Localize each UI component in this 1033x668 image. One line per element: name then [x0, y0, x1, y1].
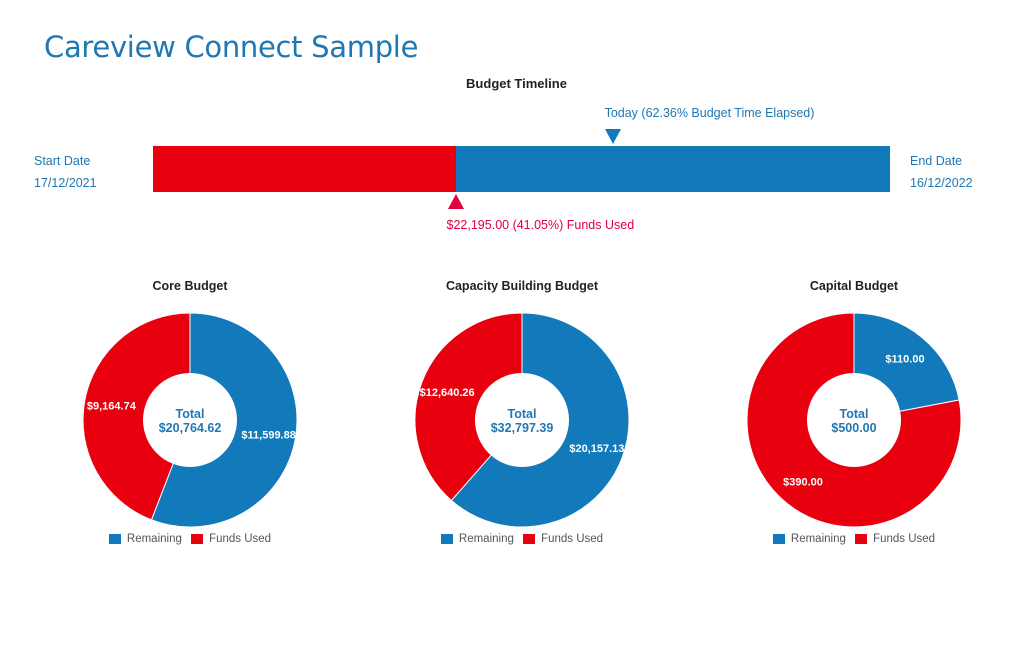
end-date-label: End Date: [910, 154, 963, 168]
donut-hole: [475, 373, 569, 467]
data-label-funds-used: $390.00: [783, 477, 823, 489]
legend-item-remaining[interactable]: Remaining: [440, 533, 514, 545]
donut-hole: [807, 373, 901, 467]
data-label-funds-used: $9,164.74: [87, 400, 137, 412]
chart-legend: Remaining Funds Used: [40, 533, 340, 547]
legend-remaining-label: Remaining: [790, 533, 846, 545]
funds-used-marker-icon: [447, 194, 464, 209]
end-date-value: 16/12/2022: [910, 176, 973, 190]
legend-used-label: Funds Used: [873, 533, 936, 545]
data-label-remaining: $20,157.13: [569, 443, 624, 455]
center-total-value: $32,797.39: [491, 421, 554, 435]
legend-item-remaining[interactable]: Remaining: [108, 533, 182, 545]
start-date-label: Start Date: [34, 154, 91, 168]
legend-used-label: Funds Used: [541, 533, 604, 545]
capital-budget-donut: $110.00 $390.00 Total$500.00: [746, 312, 962, 528]
chart-legend: Remaining Funds Used: [372, 533, 672, 547]
funds-used-label: $22,195.00 (41.05%) Funds Used: [446, 218, 635, 232]
capital-budget-chart: Capital Budget $110.00 $390.00 Total $500.0…: [704, 270, 1004, 560]
chart-legend: Remaining Funds Used: [704, 533, 1004, 547]
remaining-swatch-icon: [772, 534, 785, 544]
core-budget-donut: $11,599.88 $9,164.74 Total$20,764.62: [82, 312, 298, 528]
center-total-label: Total: [176, 407, 205, 421]
data-label-remaining: $110.00: [885, 353, 924, 365]
timeline-bar-remaining: [455, 146, 890, 192]
legend-item-funds-used[interactable]: Funds Used: [523, 533, 603, 545]
chart-title: Capacity Building Budget: [445, 279, 599, 293]
legend-item-remaining[interactable]: Remaining: [772, 533, 846, 545]
core-budget-chart: Core Budget $11,599.88 $9,164.74 Total $20,…: [40, 270, 340, 560]
funds-used-swatch-icon: [855, 534, 868, 544]
center-total-label: Total: [508, 407, 537, 421]
chart-title: Core Budget: [152, 279, 228, 293]
center-total-value: $20,764.62: [159, 421, 222, 435]
funds-used-swatch-icon: [191, 534, 204, 544]
center-total-value: $500.00: [831, 421, 876, 435]
start-date-value: 17/12/2021: [34, 176, 97, 190]
legend-item-funds-used[interactable]: Funds Used: [191, 533, 271, 545]
today-marker-icon: [604, 129, 621, 144]
legend-remaining-label: Remaining: [458, 533, 514, 545]
chart-title: Capital Budget: [809, 279, 899, 293]
center-total-label: Total: [840, 407, 869, 421]
timeline-end: End Date 16/12/2022: [910, 150, 973, 194]
remaining-swatch-icon: [440, 534, 453, 544]
timeline-title: Budget Timeline: [466, 76, 567, 91]
legend-remaining-label: Remaining: [126, 533, 182, 545]
legend-item-funds-used[interactable]: Funds Used: [855, 533, 935, 545]
capacity-building-budget-chart: Capacity Building Budget $20,157.13 $12,6…: [372, 270, 672, 560]
page-title: Careview Connect Sample: [44, 30, 419, 64]
slice-funds-used[interactable]: [82, 312, 191, 521]
funds-used-swatch-icon: [523, 534, 536, 544]
data-label-funds-used: $12,640.26: [420, 387, 475, 399]
capacity-building-budget-donut: $20,157.13 $12,640.26 Total$32,797.39: [414, 312, 630, 528]
data-label-remaining: $11,599.88: [241, 430, 295, 442]
donut-hole: [143, 373, 237, 467]
slice-funds-used[interactable]: [414, 312, 523, 502]
timeline-start: Start Date 17/12/2021: [34, 150, 97, 194]
remaining-swatch-icon: [108, 534, 121, 544]
today-label: Today (62.36% Budget Time Elapsed): [604, 106, 815, 120]
legend-used-label: Funds Used: [209, 533, 272, 545]
timeline-bar-funds-used: [153, 146, 456, 192]
